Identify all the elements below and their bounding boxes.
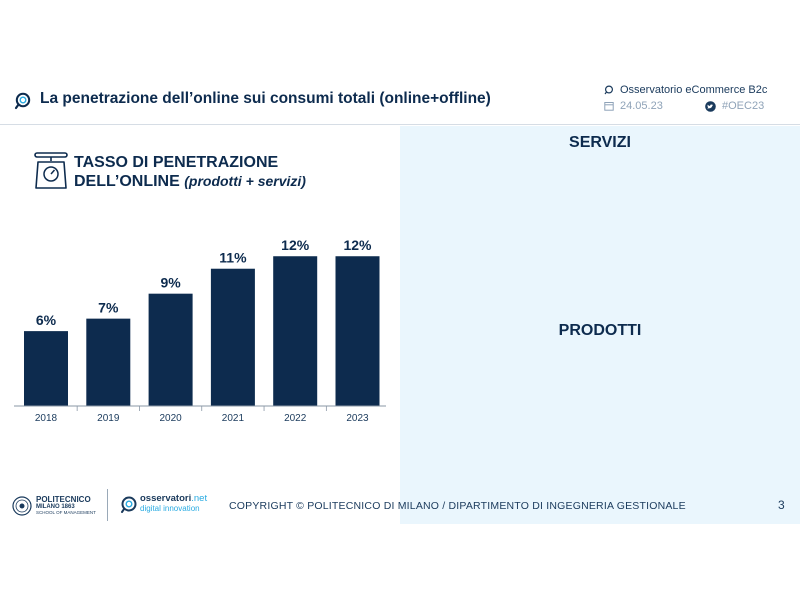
hashtag-text: #OEC23 (722, 100, 765, 112)
brand-sub: digital innovation (140, 504, 200, 513)
date-row: 24.05.23 (604, 98, 794, 114)
magnifier-icon (14, 92, 31, 110)
osservatori-logo-icon (121, 496, 137, 513)
totale-value-label-2023: 12% (343, 237, 372, 253)
magnifier-small-icon (604, 85, 614, 95)
copyright-text: COPYRIGHT © POLITECNICO DI MILANO / DIPA… (229, 500, 686, 512)
totale-bar-2019 (86, 318, 131, 406)
university-name: POLITECNICO (36, 495, 91, 504)
totale-tick-label-2021: 2021 (222, 413, 245, 424)
chart-prodotti-title: PRODOTTI (558, 322, 642, 339)
university-sub1: MILANO 1863 (36, 504, 75, 510)
totale-bar-2021 (210, 268, 255, 406)
source-row: Osservatorio eCommerce B2c (604, 82, 794, 98)
totale-bar-2018 (24, 331, 68, 406)
main-chart-title-prefix: DELL’ONLINE (74, 173, 185, 190)
date-text: 24.05.23 (620, 100, 663, 112)
totale-tick-label-2023: 2023 (346, 413, 369, 424)
totale-value-label-2020: 9% (160, 275, 181, 291)
calendar-icon (604, 102, 614, 111)
university-sub: MILANO 1863 SCHOOL OF MANAGEMENT (36, 504, 96, 516)
chart-totale: 6% 2018 7% 2019 9% 2020 11% 2021 12% 2022 12% 2023 (14, 237, 386, 424)
page-number: 3 (778, 498, 785, 512)
header-divider (0, 124, 800, 125)
totale-bar-2022 (273, 256, 318, 406)
totale-bar-2023 (335, 256, 380, 406)
right-panel-bg (400, 126, 800, 524)
university-sub2: SCHOOL OF MANAGEMENT (36, 510, 96, 515)
page-title: La penetrazione dell’online sui consumi … (40, 90, 491, 107)
main-chart-title: TASSO DI PENETRAZIONE DELL’ONLINE (prodo… (74, 154, 306, 191)
osservatori-brand: osservatori.net (140, 494, 207, 504)
totale-tick-label-2020: 2020 (159, 413, 182, 424)
totale-tick-label-2019: 2019 (97, 413, 120, 424)
totale-tick-label-2022: 2022 (284, 413, 307, 424)
totale-value-label-2018: 6% (36, 312, 57, 328)
twitter-icon (705, 100, 716, 112)
politecnico-seal-icon (12, 496, 32, 516)
brand-suffix: .net (191, 493, 208, 504)
chart-servizi-title: SERVIZI (569, 134, 631, 151)
main-chart-title-line1: TASSO DI PENETRAZIONE (74, 154, 279, 171)
totale-value-label-2022: 12% (281, 237, 310, 253)
main-chart-title-em: (prodotti + servizi) (184, 173, 306, 189)
totale-tick-label-2018: 2018 (35, 413, 58, 424)
totale-value-label-2019: 7% (98, 300, 119, 316)
source-text: Osservatorio eCommerce B2c (620, 84, 768, 96)
scale-icon (34, 152, 68, 189)
slide: La penetrazione dell’online sui consumi … (0, 76, 800, 524)
totale-value-label-2021: 11% (219, 250, 247, 266)
brand-name: osservatori (140, 493, 192, 504)
totale-bar-2020 (148, 293, 193, 406)
header-meta: Osservatorio eCommerce B2c 24.05.23 #OEC… (604, 82, 794, 114)
hashtag-row: #OEC23 (705, 100, 764, 112)
footer-divider (107, 489, 108, 521)
main-chart-title-line2: DELL’ONLINE (prodotti + servizi) (74, 172, 306, 191)
